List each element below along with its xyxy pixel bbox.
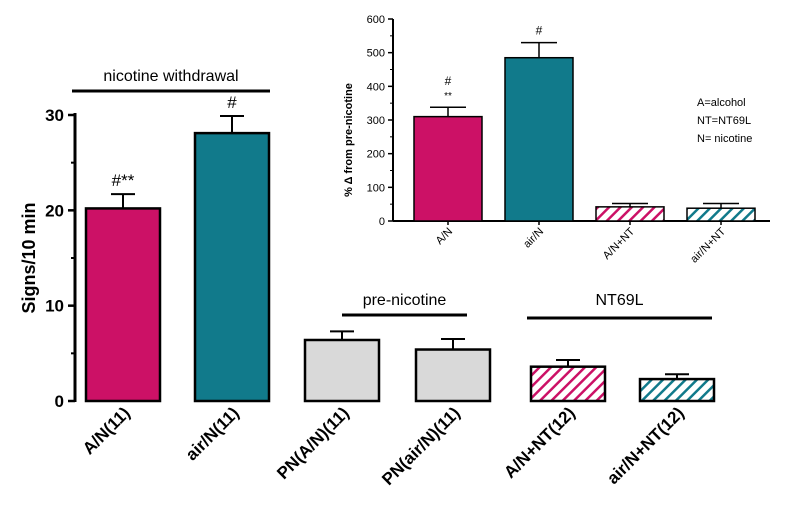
- group-bracket-label: NT69L: [595, 292, 643, 309]
- inset-legend-line: A=alcohol: [697, 97, 746, 109]
- main-category-label: air/N+NT(12): [603, 403, 688, 488]
- main-bar: [84, 207, 162, 403]
- main-significance-mark: #: [227, 93, 237, 112]
- inset-significance-mark: #: [445, 74, 452, 88]
- inset-category-label: A/N: [434, 226, 455, 247]
- inset-y-tick-label: 400: [367, 81, 385, 93]
- main-category-label: A/N+NT(12): [500, 403, 579, 482]
- inset-category-label: air/N: [521, 226, 546, 251]
- main-y-tick-label: 30: [45, 106, 64, 125]
- main-significance-mark: #**: [112, 171, 135, 190]
- inset-y-axis-label: % Δ from pre-nicotine: [343, 83, 355, 197]
- main-bar: [303, 338, 381, 403]
- main-category-label: air/N(11): [182, 403, 243, 464]
- main-bar: [193, 131, 271, 403]
- inset-y-tick-label: 100: [367, 182, 385, 194]
- inset-significance-mark-secondary: **: [444, 91, 452, 102]
- main-bar: [414, 348, 492, 403]
- main-y-tick-label: 0: [55, 392, 64, 411]
- inset-bar: [595, 206, 665, 222]
- group-bracket-label: nicotine withdrawal: [103, 68, 238, 85]
- inset-bar: [686, 207, 756, 222]
- main-bar: [529, 365, 607, 403]
- main-y-tick-label: 10: [45, 297, 64, 316]
- inset-y-tick-label: 0: [379, 216, 385, 228]
- main-category-label: PN(A/N)(11): [273, 403, 353, 483]
- main-bar: [638, 377, 716, 403]
- inset-y-tick-label: 600: [367, 14, 385, 26]
- main-category-label: A/N(11): [79, 403, 134, 458]
- inset-chart: 0 100 200 300 400 500 600 % Δ from pre-nicotine…: [343, 14, 770, 265]
- inset-bar: [413, 115, 483, 222]
- inset-legend-line: N= nicotine: [697, 133, 752, 145]
- inset-y-tick-label: 300: [367, 115, 385, 127]
- inset-y-tick-label: 500: [367, 48, 385, 60]
- main-category-label: PN(air/N)(11): [378, 403, 464, 489]
- inset-bar: [504, 56, 574, 222]
- inset-y-tick-label: 200: [367, 149, 385, 161]
- inset-legend-line: NT=NT69L: [697, 115, 751, 127]
- main-y-axis-label: Signs/10 min: [19, 202, 39, 313]
- main-y-tick-label: 20: [45, 201, 64, 220]
- group-bracket-label: pre-nicotine: [363, 292, 447, 309]
- inset-significance-mark: #: [536, 24, 543, 38]
- inset-category-label: A/N+NT: [601, 225, 638, 262]
- inset-category-label: air/N+NT: [688, 225, 728, 265]
